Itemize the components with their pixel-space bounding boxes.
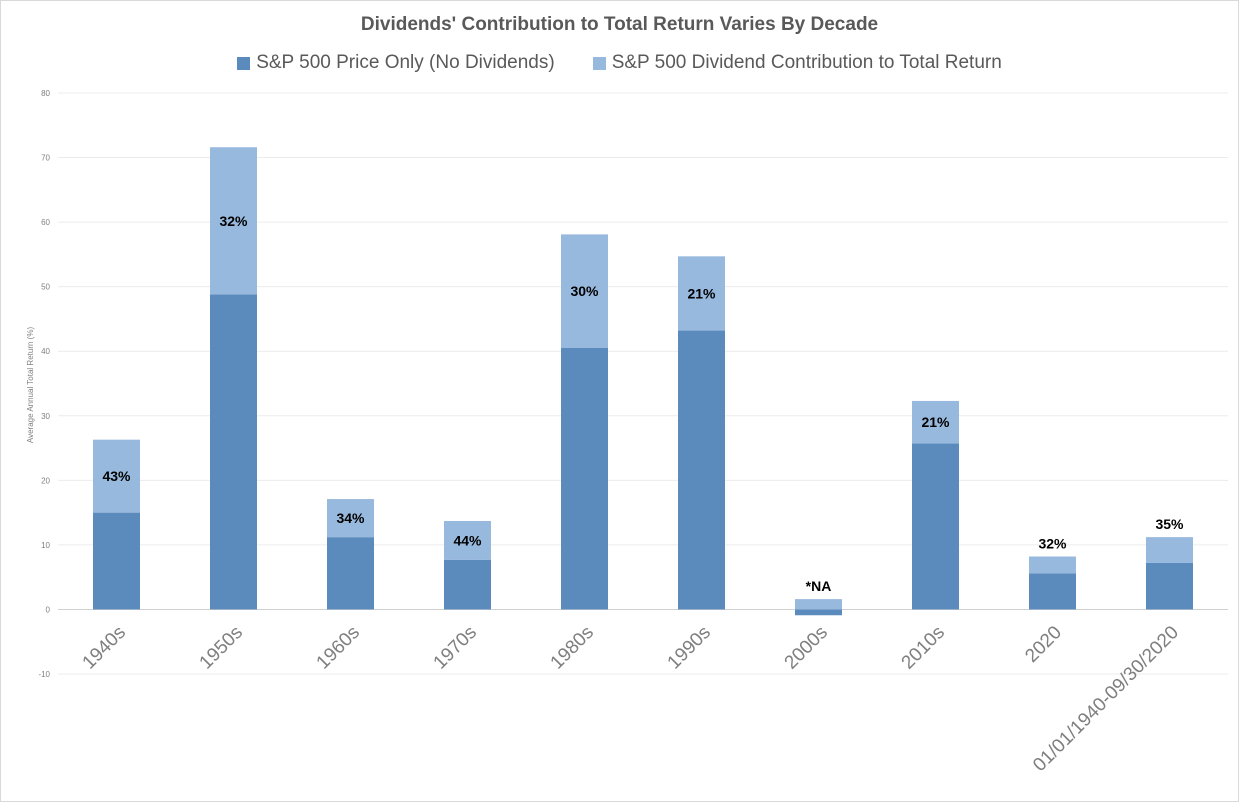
legend-label-dividend: S&P 500 Dividend Contribution to Total R… <box>611 52 1002 73</box>
data-label: *NA <box>806 578 832 594</box>
y-tick-label: 30 <box>41 412 50 421</box>
bar-price-1940s <box>93 512 140 610</box>
legend-swatch-dividend <box>592 56 606 70</box>
chart-legend: S&P 500 Price Only (No Dividends) S&P 50… <box>0 52 1239 74</box>
data-label: 21% <box>921 414 950 430</box>
y-axis-label: Average Annual Total Return (%) <box>26 327 35 444</box>
bar-price-1990s <box>678 330 725 610</box>
bar-dividend-1970s <box>444 521 491 560</box>
data-label: 32% <box>219 213 248 229</box>
data-label: 34% <box>336 510 365 526</box>
x-tick-label: 2000s <box>781 622 832 673</box>
bar-dividend-01/01/1940-09/30/2020 <box>1146 537 1193 563</box>
legend-item-dividend: S&P 500 Dividend Contribution to Total R… <box>592 52 1002 74</box>
bar-dividend-1940s <box>93 439 140 513</box>
y-tick-label: -10 <box>38 670 50 679</box>
y-tick-label: 20 <box>41 476 50 485</box>
bar-dividend-2020 <box>1029 556 1076 574</box>
chart-title: Dividends' Contribution to Total Return … <box>360 14 879 35</box>
x-tick-label: 2020 <box>1021 622 1066 667</box>
bar-price-1980s <box>561 347 608 610</box>
bar-dividend-2010s <box>912 400 959 444</box>
bar-price-1970s <box>444 559 491 610</box>
x-tick-label: 2010s <box>898 622 949 673</box>
x-tick-label: 1950s <box>196 622 247 673</box>
bar-dividend-1950s <box>210 147 257 295</box>
bar-price-2000s <box>795 609 842 616</box>
bar-dividend-2000s <box>795 599 842 610</box>
legend-swatch-price-only <box>237 56 251 70</box>
x-tick-label: 1990s <box>664 622 715 673</box>
y-tick-label: 80 <box>41 89 50 98</box>
bar-price-1950s <box>210 294 257 610</box>
data-label: 21% <box>687 285 716 301</box>
x-tick-label: 1940s <box>79 622 130 673</box>
data-label: 44% <box>453 532 482 548</box>
data-label: 35% <box>1155 516 1184 532</box>
bar-price-01/01/1940-09/30/2020 <box>1146 562 1193 610</box>
y-tick-label: 50 <box>41 283 50 292</box>
y-tick-label: 70 <box>41 154 50 163</box>
bar-dividend-1990s <box>678 256 725 331</box>
y-tick-label: 10 <box>41 541 50 550</box>
bar-dividend-1980s <box>561 234 608 348</box>
data-label: 32% <box>1038 536 1067 552</box>
bar-price-2010s <box>912 443 959 610</box>
y-tick-label: 40 <box>41 347 50 356</box>
bar-price-1960s <box>327 537 374 610</box>
y-tick-label: 60 <box>41 218 50 227</box>
bar-price-2020 <box>1029 573 1076 610</box>
legend-item-price-only: S&P 500 Price Only (No Dividends) <box>237 52 555 74</box>
x-tick-label: 1960s <box>313 622 364 673</box>
x-tick-label: 1980s <box>547 622 598 673</box>
y-tick-label: 0 <box>46 605 51 614</box>
data-label: 30% <box>570 283 599 299</box>
data-label: 43% <box>102 468 131 484</box>
bar-dividend-1960s <box>327 499 374 538</box>
legend-label-price-only: S&P 500 Price Only (No Dividends) <box>256 52 555 73</box>
x-tick-label: 1970s <box>430 622 481 673</box>
